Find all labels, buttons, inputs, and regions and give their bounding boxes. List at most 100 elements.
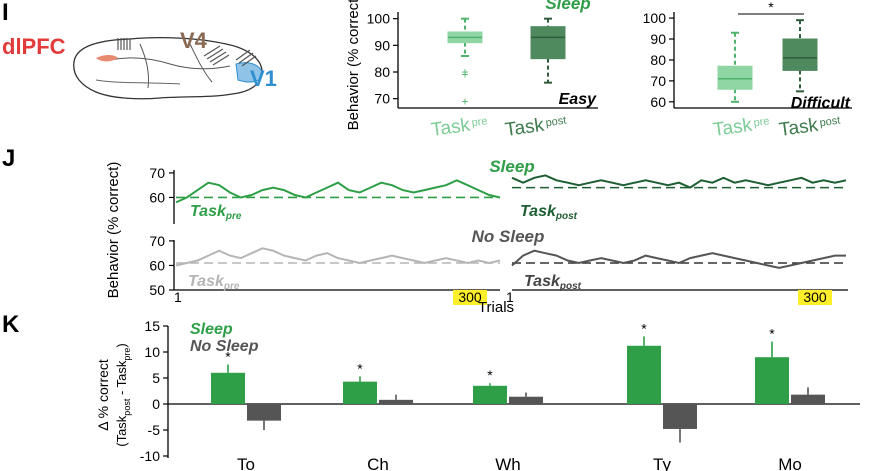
electrode-array-dlpfc [117, 38, 131, 50]
y-tick-label: 10 [144, 344, 160, 360]
box-outlier: + [461, 68, 468, 82]
v1-region [235, 62, 263, 83]
panel-J-xlabel: Trials [478, 299, 514, 316]
y-tick-label: 60 [149, 257, 165, 273]
box-outlier: + [461, 94, 468, 108]
brain-sulcus-2 [139, 43, 149, 89]
y-tick-label: 50 [149, 282, 165, 298]
box-easy-label: Easy [559, 91, 597, 108]
box-easy-xlabel-post: Taskpost [504, 112, 568, 141]
y-tick-label: 60 [650, 94, 666, 110]
significance-star: * [225, 348, 231, 364]
y-tick-label: 100 [643, 10, 667, 26]
x-category-label: Ch [367, 455, 389, 471]
nosleep-task-pre-label: Taskpre [188, 273, 240, 292]
sleep-task-pre-label: Taskpre [190, 203, 242, 222]
brain-sulcus-3 [189, 43, 213, 83]
x-category-label: Mo [778, 455, 802, 471]
region-label-v4: V4 [180, 28, 208, 53]
panel-label-I: I [2, 0, 9, 26]
x-tick-start-pre: 1 [174, 289, 182, 305]
tick-highlight-pre [453, 290, 487, 305]
bar [379, 399, 413, 404]
electrode-array-v1 [235, 49, 257, 67]
y-tick-label: 60 [149, 189, 165, 205]
bar [247, 404, 281, 421]
brain-sulcus-1 [109, 57, 231, 70]
y-tick-label: -10 [140, 448, 160, 464]
y-tick-label: 5 [152, 370, 160, 386]
box-outlier: + [461, 65, 468, 79]
bar [211, 372, 245, 404]
bar [755, 357, 789, 404]
series-line [175, 179, 501, 204]
x-category-label: Wh [495, 455, 521, 471]
significance-star: * [487, 367, 493, 383]
dlpfc-region [96, 55, 118, 62]
y-tick-label: -5 [148, 422, 161, 438]
legend-sleep: Sleep [190, 321, 233, 338]
box-body [530, 26, 566, 60]
x-category-label: To [237, 455, 255, 471]
brain-schematic: dlPFC V4 V1 [2, 28, 277, 100]
region-label-v1: V1 [250, 66, 277, 91]
bar [663, 404, 697, 429]
panel-I-ylabel: Behavior (% correct) [345, 0, 362, 130]
bar [509, 396, 543, 404]
panel-label-K: K [2, 311, 20, 338]
box-body [717, 65, 753, 90]
electrode-array-v4 [203, 45, 230, 66]
y-tick-label: 100 [367, 11, 391, 27]
x-tick-end-pre: 300 [458, 289, 482, 305]
legend-nosleep: No Sleep [190, 338, 259, 355]
bar [343, 381, 377, 404]
bar [791, 394, 825, 404]
panel-I-sleep-title: Sleep [545, 0, 590, 13]
y-tick-label: 70 [374, 91, 390, 107]
brain-sulcus-4 [95, 79, 181, 85]
panel-J-sleep-title: Sleep [489, 157, 534, 176]
series-line [511, 174, 847, 189]
brain-outline [73, 36, 263, 100]
panel-label-J: J [2, 145, 15, 172]
tick-highlight-post [798, 290, 832, 305]
region-label-dlpfc: dlPFC [2, 34, 66, 59]
bar [627, 345, 661, 404]
panel-K-ylabel: Δ % correct [95, 359, 111, 431]
nosleep-task-post-label: Taskpost [524, 273, 582, 292]
box-difficult-label: Difficult [791, 95, 851, 112]
panel-J-nosleep-title: No Sleep [472, 227, 545, 246]
panel-K-ylabel-sub: (Taskpost - Taskpre) [114, 343, 132, 447]
y-tick-label: 70 [149, 165, 165, 181]
box-plot-difficult: 60 70 80 90 100 * Difficult Taskpre Taskpost [643, 0, 852, 141]
box-easy-xlabel-pre: Taskpre [430, 112, 489, 141]
sleep-task-post-label: Taskpost [520, 203, 578, 222]
significance-star-difficult: * [768, 0, 774, 15]
box-body [782, 38, 818, 71]
line-chart-nosleep: 50 60 70 No Sleep Taskpre Taskpost 1 300 1… [149, 227, 848, 316]
y-tick-label: 80 [650, 52, 666, 68]
y-tick-label: 70 [149, 233, 165, 249]
series-line [511, 249, 846, 269]
bar [473, 385, 507, 404]
y-tick-label: 90 [374, 37, 390, 53]
bar-chart-k: -10 -5 0 5 10 15 * To * Ch * Wh * Ty * Mo Sleep No Sle… [140, 318, 860, 471]
box-difficult-xlabel-pre: Taskpre [712, 112, 771, 141]
y-tick-label: 70 [650, 73, 666, 89]
y-tick-label: 0 [152, 396, 160, 412]
y-tick-label: 90 [650, 31, 666, 47]
significance-star: * [357, 360, 363, 376]
line-chart-sleep: 60 70 Sleep Taskpre Taskpost [149, 157, 847, 224]
panel-J-ylabel: Behavior (% correct) [105, 162, 122, 299]
x-category-label: Ty [653, 455, 671, 471]
y-tick-label: 15 [144, 318, 160, 334]
x-tick-start-post: 1 [506, 289, 514, 305]
y-tick-label: 80 [374, 64, 390, 80]
box-difficult-xlabel-post: Taskpost [778, 112, 842, 141]
significance-star: * [769, 326, 775, 342]
significance-star: * [641, 320, 647, 336]
x-tick-end-post: 300 [803, 289, 827, 305]
